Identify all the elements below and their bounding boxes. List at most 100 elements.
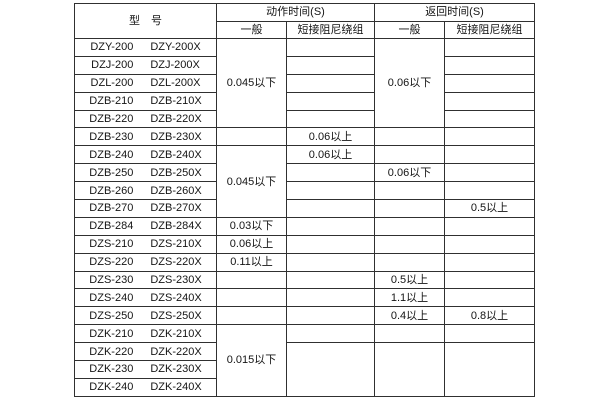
spec-table-header: 型 号 动作时间(S) 返回时间(S) 一般 短接阻尼绕组 一般 短接阻尼绕组 xyxy=(74,3,536,39)
model-name: DZK-210 xyxy=(89,327,134,340)
action-general-cell: 0.06以上 xyxy=(216,234,287,254)
model-name: DZB-230 xyxy=(89,130,134,143)
model-cell: DZK-230 DZK-230X xyxy=(74,360,217,379)
model-cell: DZK-210 DZK-210X xyxy=(74,324,217,344)
spec-table-body: DZY-200 DZY-200X 0.045以下 0.06以下 DZJ-200 DZJ-2… xyxy=(74,37,536,397)
action-general-cell xyxy=(216,288,287,308)
model-name-x: DZK-210X xyxy=(150,327,202,340)
model-cell: DZS-240 DZS-240X xyxy=(74,288,217,308)
action-general-cell: 0.045以下 xyxy=(216,145,287,218)
model-pair: DZJ-200 DZJ-200X xyxy=(76,59,216,72)
table-row: DZB-284 DZB-284X 0.03以下 xyxy=(74,216,536,236)
model-pair: DZL-200 DZL-200X xyxy=(76,77,216,90)
table-row: DZB-270 DZB-270X 0.5以上 xyxy=(74,199,536,218)
model-column-header: 型 号 xyxy=(74,3,217,39)
table-row: DZK-230 DZK-230X xyxy=(74,360,535,379)
model-name: DZS-240 xyxy=(89,291,134,304)
return-short-damping-cell: 0.8以上 xyxy=(444,306,536,326)
model-cell: DZL-200 DZL-200X xyxy=(74,73,217,93)
action-general-cell xyxy=(216,270,287,290)
model-name-x: DZB-270X xyxy=(150,202,202,215)
return-time-group-header: 返回时间(S) xyxy=(374,3,536,22)
return-short-damping-cell xyxy=(444,270,536,290)
model-name-x: DZB-284X xyxy=(150,220,202,233)
return-general-cell xyxy=(374,181,446,201)
action-short-damping-cell xyxy=(285,91,376,111)
table-row: DZB-220 DZB-220X xyxy=(74,109,536,129)
action-short-damping-cell xyxy=(285,234,376,254)
model-pair: DZK-230 DZK-230X xyxy=(76,363,216,376)
model-pair: DZB-240 DZB-240X xyxy=(76,148,216,161)
action-short-damping-cell xyxy=(285,216,376,236)
return-short-damping-cell xyxy=(444,163,536,183)
model-name: DZS-210 xyxy=(89,238,134,251)
action-short-damping-cell: 0.06以上 xyxy=(285,145,376,165)
action-short-damping-cell xyxy=(285,324,376,344)
model-pair: DZB-284 DZB-284X xyxy=(76,220,216,233)
return-general-cell xyxy=(374,324,446,344)
return-short-damping-cell xyxy=(444,216,536,236)
return-short-damping-header: 短接阻尼绕组 xyxy=(444,21,536,39)
return-general-cell xyxy=(374,342,446,397)
model-cell: DZJ-200 DZJ-200X xyxy=(74,55,217,75)
action-general-cell: 0.11以上 xyxy=(216,252,287,272)
return-general-cell: 0.4以上 xyxy=(374,306,446,326)
model-name-x: DZJ-200X xyxy=(150,59,200,72)
model-name-x: DZK-230X xyxy=(150,363,202,376)
action-short-damping-cell xyxy=(285,342,376,397)
model-pair: DZK-220 DZK-220X xyxy=(76,346,216,358)
model-cell: DZB-220 DZB-220X xyxy=(74,109,217,129)
model-name: DZK-230 xyxy=(89,363,134,376)
action-short-damping-cell: 0.06以上 xyxy=(285,127,376,147)
model-cell: DZB-230 DZB-230X xyxy=(74,127,217,147)
return-general-cell xyxy=(374,199,446,218)
model-name-x: DZK-240X xyxy=(150,381,202,394)
model-name: DZB-250 xyxy=(89,166,134,179)
model-name: DZL-200 xyxy=(90,77,134,90)
action-short-damping-header: 短接阻尼绕组 xyxy=(285,21,376,39)
return-short-damping-cell xyxy=(444,145,536,165)
model-name: DZY-200 xyxy=(90,41,134,54)
model-name-x: DZY-200X xyxy=(150,41,201,54)
return-general-cell: 0.06以下 xyxy=(374,163,446,183)
model-name-x: DZS-230X xyxy=(150,273,202,286)
model-pair: DZS-230 DZS-230X xyxy=(76,273,216,286)
table-row: DZS-230 DZS-230X 0.5以上 xyxy=(74,270,536,290)
return-general-cell: 1.1以上 xyxy=(374,288,446,308)
model-name-x: DZB-260X xyxy=(150,184,202,197)
return-short-damping-cell xyxy=(444,324,536,344)
model-pair: DZB-260 DZB-260X xyxy=(76,184,216,197)
model-name: DZB-240 xyxy=(89,148,134,161)
return-general-cell xyxy=(374,252,446,272)
model-name-x: DZS-220X xyxy=(150,256,202,269)
header-row-1: 型 号 动作时间(S) 返回时间(S) xyxy=(74,3,536,39)
return-general-cell xyxy=(374,145,446,165)
model-cell: DZY-200 DZY-200X xyxy=(74,38,217,57)
action-short-damping-cell xyxy=(285,306,376,326)
action-short-damping-cell xyxy=(285,270,376,290)
return-short-damping-cell xyxy=(444,181,536,201)
relay-spec-table-wrap: 型 号 动作时间(S) 返回时间(S) 一般 短接阻尼绕组 一般 短接阻尼绕组 … xyxy=(74,3,536,397)
return-general-cell xyxy=(374,216,446,236)
return-short-damping-cell xyxy=(444,234,536,254)
model-pair: DZS-210 DZS-210X xyxy=(76,238,216,251)
action-short-damping-cell xyxy=(285,288,376,308)
model-name: DZS-230 xyxy=(89,273,134,286)
model-name-x: DZS-250X xyxy=(150,309,202,322)
return-short-damping-cell xyxy=(444,252,536,272)
table-row: DZB-260 DZB-260X xyxy=(74,181,536,201)
model-name-x: DZL-200X xyxy=(150,77,201,90)
return-general-header: 一般 xyxy=(374,21,446,39)
table-row: DZL-200 DZL-200X xyxy=(74,73,536,93)
table-row: DZJ-200 DZJ-200X xyxy=(74,55,536,75)
action-general-cell xyxy=(216,306,287,326)
model-name: DZB-270 xyxy=(89,202,134,215)
return-general-cell: 0.5以上 xyxy=(374,270,446,290)
model-cell: DZB-270 DZB-270X xyxy=(74,199,217,218)
model-cell: DZB-250 DZB-250X xyxy=(74,163,217,183)
return-short-damping-cell xyxy=(444,55,536,75)
model-name-x: DZB-240X xyxy=(150,148,202,161)
table-row: DZS-220 DZS-220X 0.11以上 xyxy=(74,252,536,272)
model-cell: DZK-220 DZK-220X xyxy=(74,342,217,362)
return-short-damping-cell xyxy=(444,288,536,308)
